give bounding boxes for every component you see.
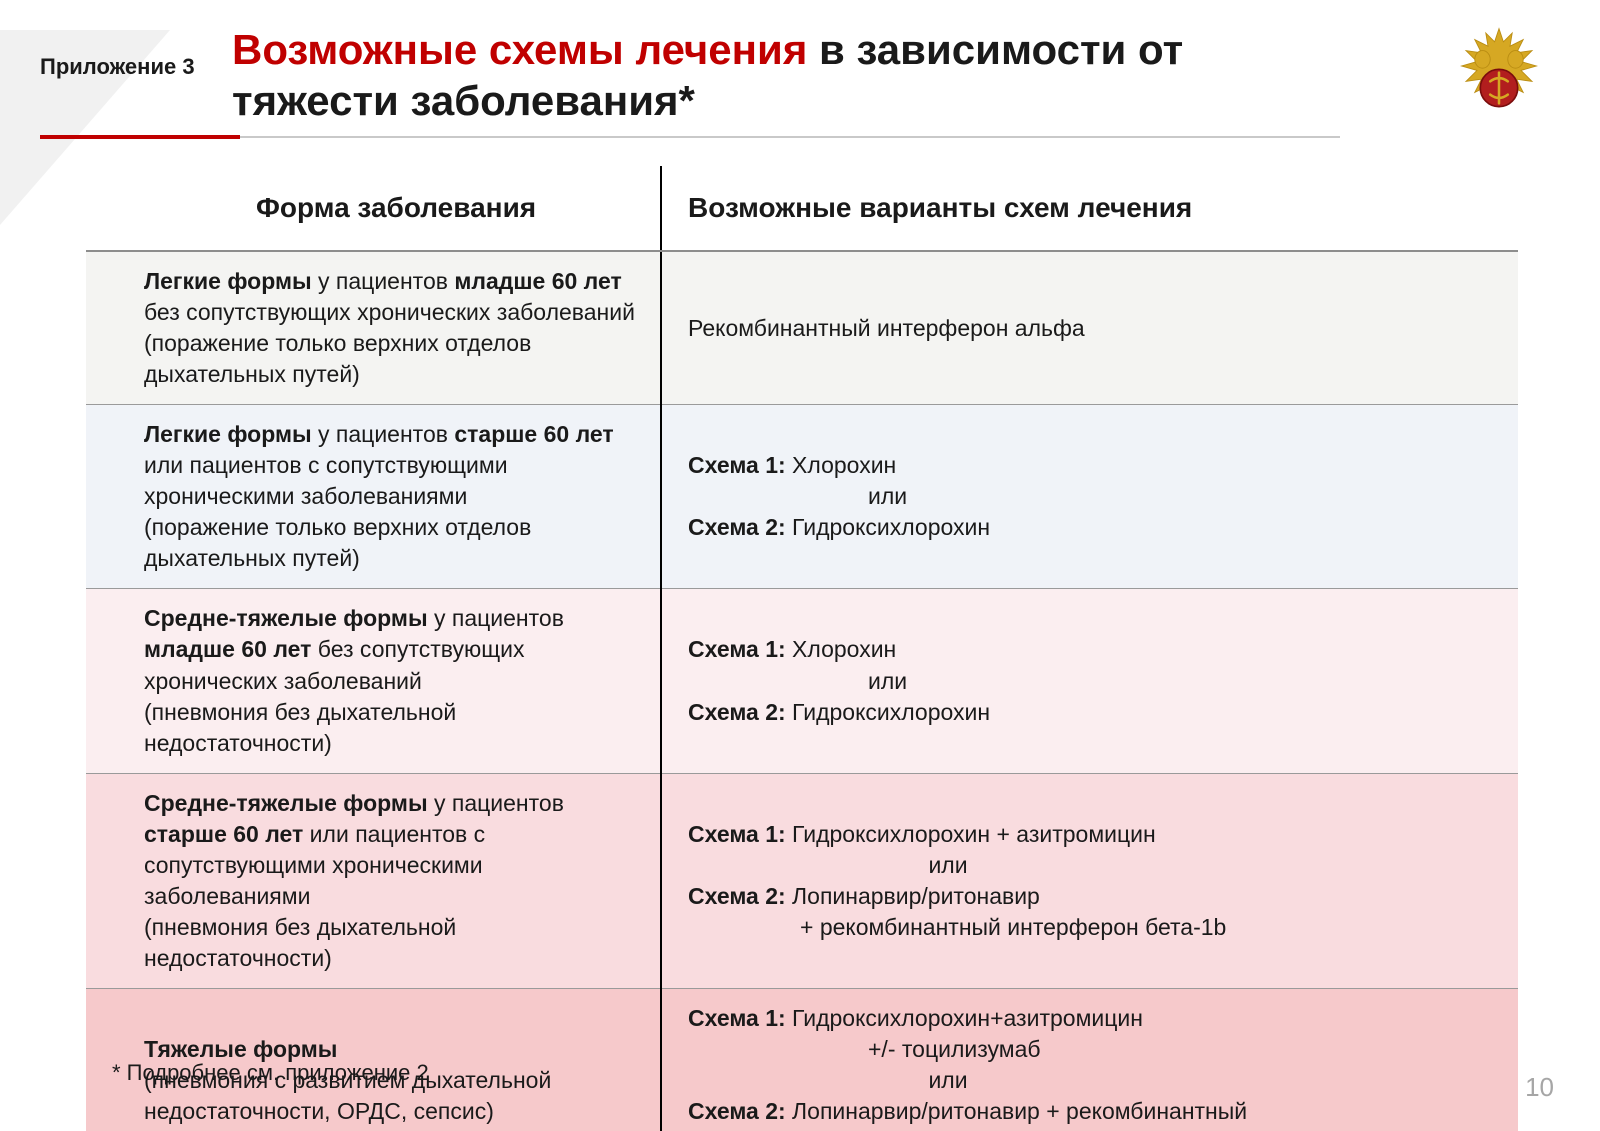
text-paren: (поражение только верхних отделов дыхате… <box>144 330 531 387</box>
or-text: или <box>688 1065 1208 1096</box>
text: Гидроксихлорохин + азитромицин <box>786 821 1156 847</box>
scheme-label: Схема 2: <box>688 699 786 725</box>
text: Гидроксихлорохин <box>786 699 990 725</box>
or-text: или <box>688 850 1208 881</box>
text: или пациентов с сопутствующими хроническ… <box>144 452 508 509</box>
text: Хлорохин <box>786 636 897 662</box>
text: Рекомбинантный интерферон альфа <box>688 315 1085 341</box>
cell-treatment: Рекомбинантный интерферон альфа <box>661 251 1518 405</box>
table-row: Средне-тяжелые формы у пациентов старше … <box>86 773 1518 988</box>
bold-text: Средне-тяжелые формы <box>144 605 428 631</box>
title-emphasis: Возможные схемы лечения <box>232 26 807 73</box>
text: без сопутствующих хронических заболевани… <box>144 299 635 325</box>
cell-form: Средне-тяжелые формы у пациентов младше … <box>86 589 661 773</box>
text: Гидроксихлорохин <box>786 514 990 540</box>
scheme-label: Схема 1: <box>688 1005 786 1031</box>
table-row: Средне-тяжелые формы у пациентов младше … <box>86 589 1518 773</box>
text: Хлорохин <box>786 452 897 478</box>
text-paren: (пневмония без дыхательной недостаточнос… <box>144 914 456 971</box>
table-row: Легкие формы у пациентов старше 60 лет и… <box>86 405 1518 589</box>
or-text: или <box>688 481 1496 512</box>
text-paren: (поражение только верхних отделов дыхате… <box>144 514 531 571</box>
text-cont: +/- тоцилизумаб <box>688 1034 1496 1065</box>
text: у пациентов <box>428 790 564 816</box>
col-header-treatment: Возможные варианты схем лечения <box>661 166 1518 251</box>
cell-treatment: Схема 1: Хлорохин или Схема 2: Гидроксих… <box>661 405 1518 589</box>
bold-text: старше 60 лет <box>454 421 613 447</box>
text: у пациентов <box>428 605 564 631</box>
page-number: 10 <box>1525 1072 1554 1103</box>
cell-form: Средне-тяжелые формы у пациентов старше … <box>86 773 661 988</box>
scheme-label: Схема 1: <box>688 821 786 847</box>
scheme-label: Схема 2: <box>688 514 786 540</box>
text: у пациентов <box>312 421 455 447</box>
text: Лопинарвир/ритонавир + рекомбинантный <box>786 1098 1247 1124</box>
text-cont: + рекомбинантный интерферон бета-1b <box>688 912 1496 943</box>
text: Лопинарвир/ритонавир <box>786 883 1040 909</box>
bold-text: Средне-тяжелые формы <box>144 790 428 816</box>
cell-treatment: Схема 1: Гидроксихлорохин+азитромицин +/… <box>661 988 1518 1131</box>
bold-text: Тяжелые формы <box>144 1036 337 1062</box>
scheme-label: Схема 2: <box>688 883 786 909</box>
bold-text: старше 60 лет <box>144 821 303 847</box>
bold-text: Легкие формы <box>144 421 312 447</box>
bold-text: младше 60 лет <box>454 268 621 294</box>
footnote: * Подробнее см. приложение 2 <box>112 1060 429 1086</box>
bold-text: Легкие формы <box>144 268 312 294</box>
table-header-row: Форма заболевания Возможные варианты схе… <box>86 166 1518 251</box>
slide: Приложение 3 Возможные схемы лечения в з… <box>0 0 1600 1131</box>
cell-treatment: Схема 1: Хлорохин или Схема 2: Гидроксих… <box>661 589 1518 773</box>
scheme-label: Схема 1: <box>688 452 786 478</box>
col-header-form: Форма заболевания <box>86 166 661 251</box>
text-paren: (пневмония без дыхательной недостаточнос… <box>144 699 456 756</box>
scheme-label: Схема 1: <box>688 636 786 662</box>
page-title: Возможные схемы лечения в зависимости от… <box>232 24 1312 126</box>
table-row: Легкие формы у пациентов младше 60 лет б… <box>86 251 1518 405</box>
scheme-label: Схема 2: <box>688 1098 786 1124</box>
ministry-emblem-icon <box>1444 22 1554 137</box>
cell-form: Легкие формы у пациентов старше 60 лет и… <box>86 405 661 589</box>
cell-form: Легкие формы у пациентов младше 60 лет б… <box>86 251 661 405</box>
bold-text: младше 60 лет <box>144 636 311 662</box>
appendix-label: Приложение 3 <box>40 54 195 80</box>
or-text: или <box>688 666 1496 697</box>
title-rule-red <box>40 135 240 139</box>
treatment-table: Форма заболевания Возможные варианты схе… <box>86 166 1518 1131</box>
cell-treatment: Схема 1: Гидроксихлорохин + азитромицин … <box>661 773 1518 988</box>
text-cont: интерферон бета-1b <box>688 1127 1496 1131</box>
text: у пациентов <box>312 268 455 294</box>
text: Гидроксихлорохин+азитромицин <box>786 1005 1143 1031</box>
